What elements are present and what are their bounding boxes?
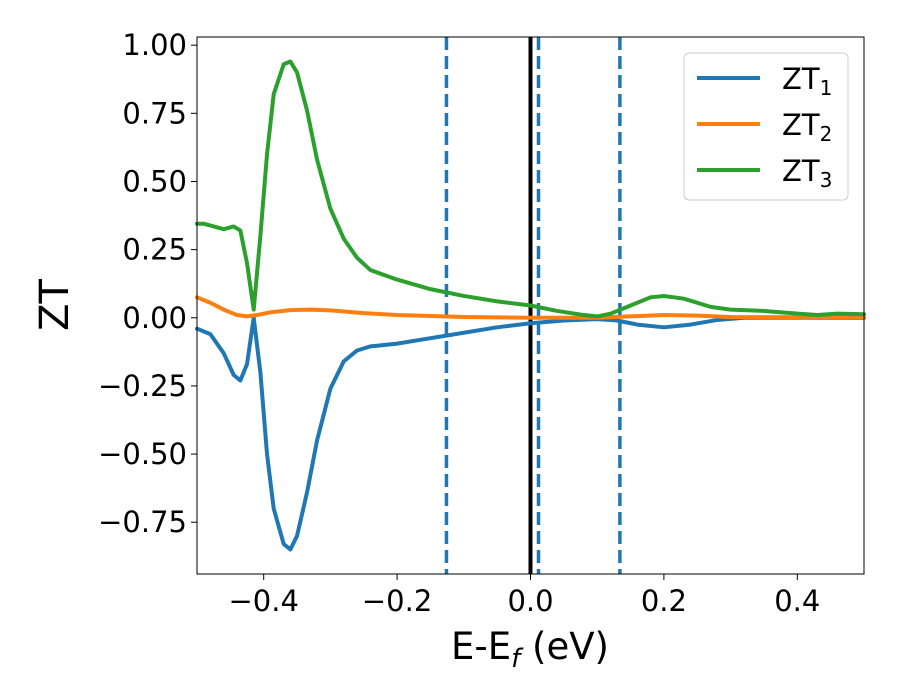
- y-tick-label: 0.25: [122, 233, 187, 267]
- legend: ZT1 ZT2 ZT3: [683, 52, 849, 201]
- series-line-zt1: [195, 315, 866, 552]
- y-ticks: 1.00 0.75 0.50 0.25 0.00 −0.25 −0.50 −0.75: [98, 28, 197, 539]
- legend-entry-zt1: ZT1: [697, 62, 832, 100]
- series-line-zt2: [195, 295, 866, 320]
- y-tick-label: −0.25: [98, 369, 187, 403]
- legend-label-zt1: ZT1: [782, 62, 832, 100]
- y-tick-label: 0.75: [122, 96, 187, 130]
- x-axis-label-unit: (eV): [520, 625, 609, 668]
- legend-label-zt2: ZT2: [782, 108, 832, 146]
- legend-label-zt3: ZT3: [782, 154, 832, 192]
- legend-box: [683, 52, 849, 201]
- x-tick-label: 0.2: [641, 584, 687, 618]
- legend-entry-zt2: ZT2: [697, 108, 832, 146]
- x-axis-label: E-Ef (eV): [451, 625, 609, 674]
- x-axis-label-main: E-E: [451, 625, 511, 668]
- y-tick-label: 0.00: [122, 301, 187, 335]
- x-tick-label: 0.0: [507, 584, 553, 618]
- x-tick-label: −0.4: [228, 584, 298, 618]
- y-tick-label: 1.00: [122, 28, 187, 62]
- series-line-zt3: [195, 59, 866, 319]
- x-ticks: −0.4 −0.2 0.0 0.2 0.4: [228, 574, 820, 618]
- legend-entry-zt3: ZT3: [697, 154, 832, 192]
- series-lines: [195, 59, 866, 552]
- y-tick-label: −0.75: [98, 505, 187, 539]
- y-tick-label: −0.50: [98, 437, 187, 471]
- x-tick-label: −0.2: [362, 584, 432, 618]
- y-tick-label: 0.50: [122, 164, 187, 198]
- x-tick-label: 0.4: [774, 584, 820, 618]
- y-axis-label: ZT: [32, 279, 78, 331]
